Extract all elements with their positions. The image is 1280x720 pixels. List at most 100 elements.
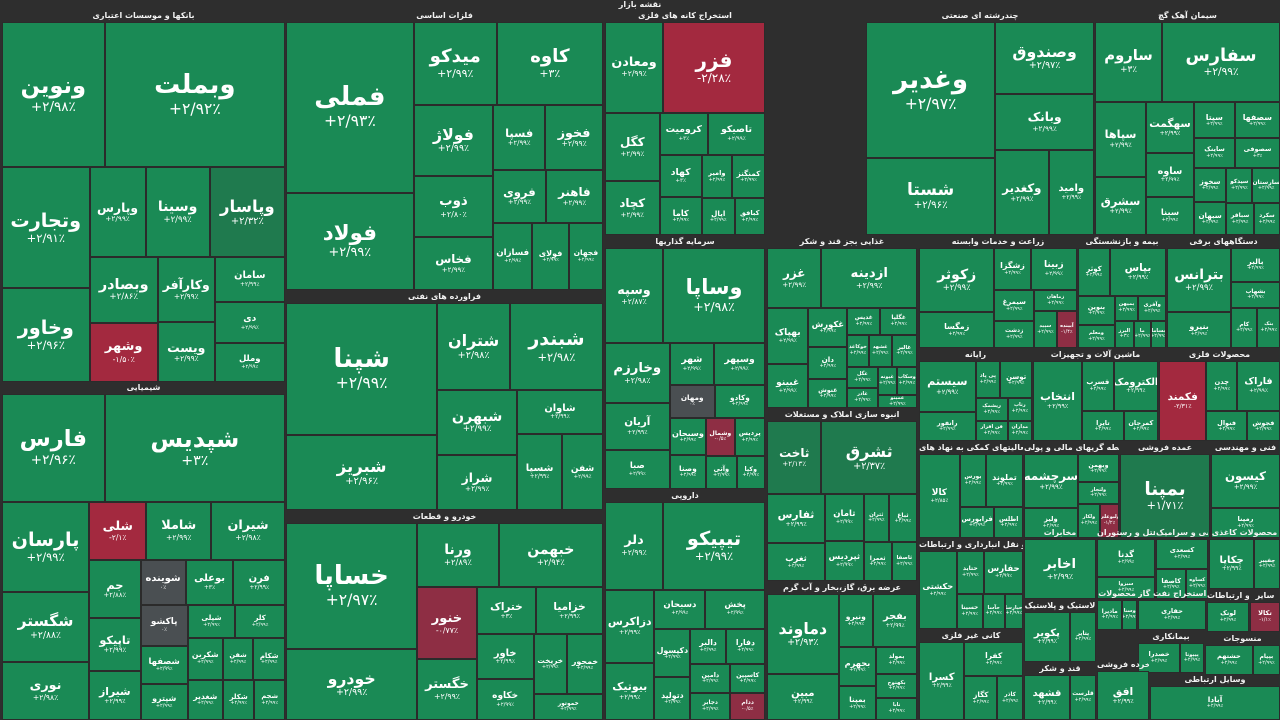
stock-tile[interactable]: شتران +۲/۹۸٪ xyxy=(438,304,509,389)
stock-tile[interactable]: بمولد +۲/۹۹٪ xyxy=(877,647,916,673)
stock-tile[interactable]: چدن +۲/۹۹٪ xyxy=(1207,362,1236,411)
stock-tile[interactable]: آبینده -۱/۴٪ xyxy=(1057,312,1076,347)
stock-tile[interactable]: فروی +۲/۹۹٪ xyxy=(494,170,545,223)
stock-tile[interactable]: شستا +۲/۹۶٪ xyxy=(867,158,995,234)
stock-tile[interactable]: مداران +۲/۹۹٪ xyxy=(1008,421,1031,440)
stock-tile[interactable]: بوعلی +۳٪ xyxy=(186,560,233,605)
stock-tile[interactable]: ثباغ +۲/۹۹٪ xyxy=(889,495,916,542)
stock-tile[interactable]: نوری +۲/۹۸٪ xyxy=(3,663,89,719)
stock-tile[interactable]: خصدرا +۲/۹۹٪ xyxy=(1139,644,1180,672)
stock-tile[interactable]: فرن +۲/۹۹٪ xyxy=(234,560,284,605)
stock-tile[interactable]: ریشمک +۲/۹۹٪ xyxy=(976,398,1007,421)
stock-tile[interactable]: زمگسا +۲/۹۹٪ xyxy=(920,312,994,347)
stock-tile[interactable]: ویست +۲/۹۹٪ xyxy=(158,323,214,381)
stock-tile[interactable]: کاذر +۲/۹۹٪ xyxy=(998,677,1022,719)
stock-tile[interactable]: وآتی +۲/۹۹٪ xyxy=(707,456,736,488)
stock-tile[interactable]: وپاسار +۲/۳۲٪ xyxy=(210,168,284,257)
stock-tile[interactable]: جم +۲/۸۸٪ xyxy=(90,560,140,618)
stock-tile[interactable]: اپال +۲/۹۹٪ xyxy=(702,199,734,234)
stock-tile[interactable]: شفن +۲/۹۹٪ xyxy=(563,435,602,509)
stock-tile[interactable]: الکترومک +۲/۹۹٪ xyxy=(1114,362,1157,411)
stock-tile[interactable]: غالبر +۲/۹۹٪ xyxy=(892,336,916,367)
stock-tile[interactable]: تابا +۲/۹۹٪ xyxy=(877,699,916,719)
stock-tile[interactable]: میدکو +۲/۹۹٪ xyxy=(414,23,496,104)
stock-tile[interactable]: شلی -۲/۱٪ xyxy=(90,502,146,559)
stock-tile[interactable]: ومعادن +۲/۹۹٪ xyxy=(606,23,663,112)
stock-tile[interactable]: کیسون +۲/۹۹٪ xyxy=(1212,455,1279,507)
stock-tile[interactable]: فسپا +۲/۹۹٪ xyxy=(494,105,545,169)
stock-tile[interactable]: سپید +۲/۹۹٪ xyxy=(1035,312,1056,347)
stock-tile[interactable]: سیمرغ +۲/۹۹٪ xyxy=(995,290,1034,321)
stock-tile[interactable]: شبندر +۲/۹۸٪ xyxy=(510,304,602,389)
stock-tile[interactable]: فاراک +۲/۹۹٪ xyxy=(1237,362,1279,411)
stock-tile[interactable]: مبین +۲/۹۹٪ xyxy=(768,675,838,719)
stock-tile[interactable]: شپدیس +۳٪ xyxy=(105,395,284,501)
stock-tile[interactable]: ولیز +۲/۹۹٪ xyxy=(1025,508,1077,537)
stock-tile[interactable]: کگاز +۲/۹۹٪ xyxy=(965,677,997,719)
stock-tile[interactable]: بتک +۲/۹۹٪ xyxy=(1258,308,1279,347)
stock-tile[interactable]: سصفها +۲/۹۹٪ xyxy=(1235,103,1279,137)
stock-tile[interactable]: اطلس +۲/۹۹٪ xyxy=(995,507,1022,537)
stock-tile[interactable]: مادیرا +۲/۹۹٪ xyxy=(1098,601,1122,629)
stock-tile[interactable]: حفاری +۲/۹۹٪ xyxy=(1139,601,1205,629)
stock-tile[interactable]: فنوال +۲/۹۹٪ xyxy=(1207,412,1246,440)
stock-tile[interactable]: سشرق +۲/۹۹٪ xyxy=(1096,177,1146,234)
stock-tile[interactable]: تاپیکو +۲/۹۹٪ xyxy=(90,619,140,671)
stock-tile[interactable]: قلرست +۲/۹۹٪ xyxy=(1070,676,1095,719)
stock-tile[interactable]: کبافق +۲/۹۹٪ xyxy=(735,199,764,234)
stock-tile[interactable]: شکلر +۲/۹۹٪ xyxy=(223,681,254,719)
stock-tile[interactable]: ثعمرا +۲/۹۹٪ xyxy=(864,543,891,580)
stock-tile[interactable]: توسن +۲/۹۹٪ xyxy=(1001,362,1031,397)
stock-tile[interactable]: وامیر +۲/۹۹٪ xyxy=(702,156,731,198)
stock-tile[interactable]: بکهنوج +۲/۹۹٪ xyxy=(877,674,916,698)
stock-tile[interactable]: شراز +۲/۹۹٪ xyxy=(438,455,516,509)
stock-tile[interactable]: سینا +۲/۹۹٪ xyxy=(1147,197,1193,234)
stock-tile[interactable]: ثفارس +۲/۹۹٪ xyxy=(768,495,824,542)
stock-tile[interactable]: کوثر +۲/۹۹٪ xyxy=(1079,249,1109,295)
stock-tile[interactable]: تکالا -۱/۱٪ xyxy=(1251,603,1279,631)
stock-tile[interactable]: بپاس +۲/۹۹٪ xyxy=(1110,249,1165,295)
stock-tile[interactable]: سیتا +۲/۹۹٪ xyxy=(1194,103,1234,137)
stock-tile[interactable]: غشهد +۲/۹۹٪ xyxy=(869,336,891,367)
stock-tile[interactable]: کفرا +۲/۹۹٪ xyxy=(965,643,1022,676)
stock-tile[interactable]: آریان +۲/۹۹٪ xyxy=(606,404,669,450)
stock-tile[interactable]: ثاخت +۲/۱۳٪ xyxy=(768,422,821,494)
stock-tile[interactable]: شبریز +۲/۹۶٪ xyxy=(287,435,437,509)
stock-tile[interactable]: سامان +۲/۹۹٪ xyxy=(215,258,284,301)
stock-tile[interactable]: فجوش +۲/۹۹٪ xyxy=(1247,412,1279,440)
stock-tile[interactable]: پتایر +۲/۹۹٪ xyxy=(1070,613,1095,661)
stock-tile[interactable]: فارس +۲/۹۶٪ xyxy=(2,395,104,501)
stock-tile[interactable]: زدشت +۲/۹۹٪ xyxy=(995,322,1034,347)
stock-tile[interactable]: ذوب +۲/۸۰٪ xyxy=(414,177,493,236)
stock-tile[interactable]: ما+۲/۹۹٪ xyxy=(1134,321,1150,347)
stock-tile[interactable]: ددام -۰/۵٪ xyxy=(731,694,764,719)
stock-tile[interactable]: تیپیکو +۲/۹۹٪ xyxy=(664,503,764,589)
stock-tile[interactable]: بالبر +۲/۹۹٪ xyxy=(1232,249,1279,281)
stock-tile[interactable]: فرابورس +۲/۹۹٪ xyxy=(960,507,994,537)
stock-tile[interactable]: بجهرم +۲/۹۹٪ xyxy=(839,647,876,686)
stock-tile[interactable]: سیستم +۲/۹۹٪ xyxy=(920,362,975,411)
stock-tile[interactable]: کمنگنز +۲/۹۹٪ xyxy=(732,156,764,198)
stock-tile[interactable]: رتاپ +۲/۹۹٪ xyxy=(1008,398,1031,420)
stock-tile[interactable]: البرز +۳٪ xyxy=(1115,321,1133,347)
stock-tile[interactable]: کلر +۲/۹۹٪ xyxy=(236,606,284,637)
stock-tile[interactable]: بهپاک +۲/۹۹٪ xyxy=(768,309,808,364)
stock-tile[interactable]: ثتران +۲/۹۹٪ xyxy=(864,495,888,542)
stock-tile[interactable]: ونیرو +۲/۹۹٪ xyxy=(839,595,872,646)
stock-tile[interactable]: وتجارت +۲/۹۱٪ xyxy=(3,168,89,287)
stock-tile[interactable]: خودرو +۲/۹۹٪ xyxy=(287,649,417,719)
stock-tile[interactable]: وسپهر +۲/۹۹٪ xyxy=(715,343,764,384)
stock-tile[interactable]: ختراک +۳٪ xyxy=(477,587,536,634)
stock-tile[interactable]: شهر +۲/۹۹٪ xyxy=(670,343,714,384)
stock-tile[interactable]: وسنا+۲/۹۹٪ xyxy=(1123,601,1136,629)
stock-tile[interactable]: شبهرن +۲/۹۹٪ xyxy=(438,390,516,454)
stock-tile[interactable]: زبینا +۲/۹۹٪ xyxy=(1031,249,1076,289)
stock-tile[interactable]: آبادا +۲/۹۹٪ xyxy=(1151,687,1279,719)
stock-tile[interactable]: وصنا +۲/۹۹٪ xyxy=(670,455,706,488)
stock-tile[interactable]: تایرا +۲/۹۹٪ xyxy=(1083,412,1123,440)
stock-tile[interactable]: خنور -۰/۷۷٪ xyxy=(418,587,476,658)
stock-tile[interactable]: ثامان +۲/۹۹٪ xyxy=(825,495,863,541)
stock-tile[interactable]: ثپردیس +۲/۹۹٪ xyxy=(825,542,863,580)
stock-tile[interactable]: وشهر -۱/۵۰٪ xyxy=(90,323,157,381)
stock-tile[interactable]: دالبر +۲/۹۹٪ xyxy=(691,629,725,664)
